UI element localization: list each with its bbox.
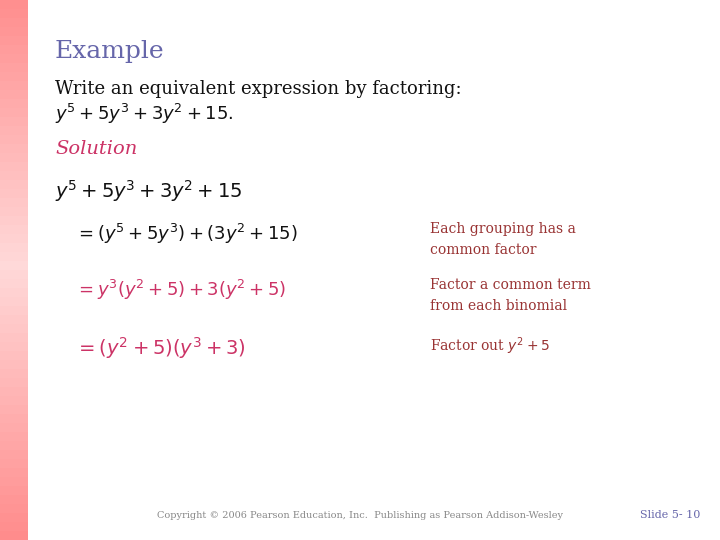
Bar [0,468,28,477]
Text: Factor a common term
from each binomial: Factor a common term from each binomial [430,278,591,313]
Bar [0,108,28,117]
Text: Write an equivalent expression by factoring:: Write an equivalent expression by factor… [55,80,462,98]
Bar [0,45,28,54]
Bar [0,387,28,396]
Bar [0,459,28,468]
Bar [0,243,28,252]
Bar [0,405,28,414]
Bar [0,63,28,72]
Bar [0,216,28,225]
Bar [0,279,28,288]
Text: $= y^3(y^2 + 5) + 3(y^2 + 5)$: $= y^3(y^2 + 5) + 3(y^2 + 5)$ [75,278,287,302]
Bar [0,144,28,153]
Bar [0,333,28,342]
Bar [0,225,28,234]
Bar [0,495,28,504]
Text: Solution: Solution [55,140,138,158]
Bar [0,450,28,459]
Bar [0,72,28,81]
Bar [0,99,28,108]
Text: $= (y^2 + 5)(y^3 + 3)$: $= (y^2 + 5)(y^3 + 3)$ [75,335,246,361]
Bar [0,189,28,198]
Bar [0,513,28,522]
Bar [0,162,28,171]
Bar [0,261,28,270]
Bar [0,117,28,126]
Text: Example: Example [55,40,165,63]
Bar [0,396,28,405]
Bar [0,486,28,495]
Bar [0,198,28,207]
Bar [0,153,28,162]
Bar [0,234,28,243]
Bar [0,360,28,369]
Bar [0,342,28,351]
Bar [0,9,28,18]
Bar [0,423,28,432]
Bar [0,252,28,261]
Text: Slide 5- 10: Slide 5- 10 [639,510,700,520]
Bar [0,432,28,441]
Bar [0,378,28,387]
Bar [0,369,28,378]
Bar [0,531,28,540]
Text: $= (y^5 + 5y^3) + (3y^2 + 15)$: $= (y^5 + 5y^3) + (3y^2 + 15)$ [75,222,297,246]
Bar [0,324,28,333]
Bar [0,180,28,189]
Bar [0,477,28,486]
Text: Copyright © 2006 Pearson Education, Inc.  Publishing as Pearson Addison-Wesley: Copyright © 2006 Pearson Education, Inc.… [157,511,563,520]
Bar [0,522,28,531]
Bar [0,171,28,180]
Bar [0,81,28,90]
Bar [0,315,28,324]
Bar [0,18,28,27]
Bar [0,54,28,63]
Bar [0,126,28,135]
Text: Each grouping has a
common factor: Each grouping has a common factor [430,222,576,256]
Bar [0,306,28,315]
Text: Factor out $y^2 + 5$: Factor out $y^2 + 5$ [430,335,550,356]
Bar [0,36,28,45]
Bar [0,207,28,216]
Bar [0,270,28,279]
Bar [0,135,28,144]
Bar [0,90,28,99]
Bar [0,27,28,36]
Bar [0,288,28,297]
Text: $y^5 + 5y^3 + 3y^2 + 15$: $y^5 + 5y^3 + 3y^2 + 15$ [55,178,243,204]
Bar [0,414,28,423]
Bar [0,504,28,513]
Text: $y^5 + 5y^3 + 3y^2 + 15.$: $y^5 + 5y^3 + 3y^2 + 15.$ [55,102,233,126]
Bar [0,441,28,450]
Bar [0,297,28,306]
Bar [0,0,28,9]
Bar [0,351,28,360]
